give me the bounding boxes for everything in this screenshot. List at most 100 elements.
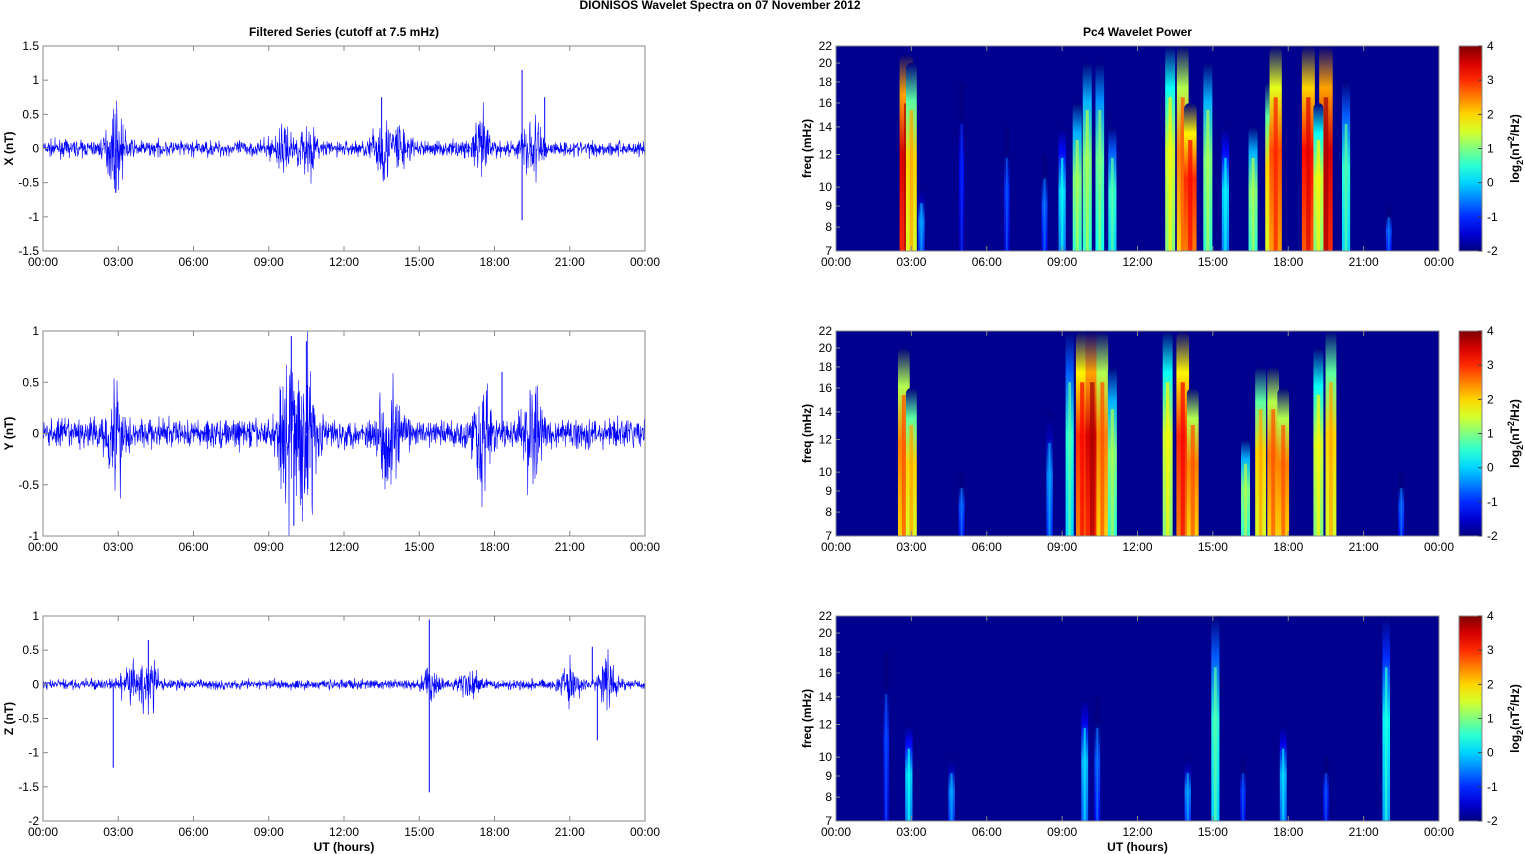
heatmap-core	[1242, 773, 1244, 821]
colorbar-tick-label: 2	[1487, 677, 1494, 691]
figure-title: DIONISOS Wavelet Spectra on 07 November …	[580, 0, 861, 12]
x-tick-label: 21:00	[1349, 540, 1379, 554]
heatmap-core	[1060, 157, 1064, 251]
x-tick-label: 12:00	[329, 825, 359, 839]
y-axis-label: Y (nT)	[2, 417, 16, 451]
heatmap-area	[836, 331, 1439, 536]
x-tick-label: 15:00	[1198, 255, 1228, 269]
y-tick-label: -0.5	[18, 712, 39, 726]
colorbar-tick-label: 3	[1487, 643, 1494, 657]
y-tick-label: 0	[32, 142, 39, 156]
colorbar-tick-label: -1	[1487, 780, 1498, 794]
y-tick-label: -1	[28, 746, 39, 760]
x-tick-label: 12:00	[329, 255, 359, 269]
x-tick-label: 18:00	[1273, 540, 1303, 554]
heatmap-area	[836, 46, 1439, 251]
heatmap-core	[1005, 157, 1008, 251]
x-tick-label: 09:00	[254, 540, 284, 554]
heatmap-core	[1098, 110, 1102, 251]
x-tick-label: 15:00	[404, 255, 434, 269]
x-tick-label: 03:00	[896, 825, 926, 839]
x-tick-label: 06:00	[972, 825, 1002, 839]
colorbar-tick-label: -2	[1487, 814, 1498, 828]
heatmap-core	[1206, 110, 1210, 251]
y-axis-label: freq (mHz)	[800, 689, 814, 748]
y-tick-label: 1	[32, 73, 39, 87]
y-tick-label: 9	[825, 199, 832, 213]
x-tick-label: 06:00	[178, 825, 208, 839]
y-tick-label: -1	[28, 210, 39, 224]
y-tick-label: 1.5	[22, 39, 39, 53]
heatmap-core	[1316, 140, 1321, 251]
x-tick-label: 09:00	[254, 255, 284, 269]
x-tick-label: 06:00	[178, 255, 208, 269]
x-axis-label: UT (hours)	[1107, 840, 1168, 854]
heatmap-core	[1075, 140, 1079, 251]
x-tick-label: 12:00	[1122, 825, 1152, 839]
x-tick-label: 06:00	[178, 540, 208, 554]
y-tick-label: 10	[819, 465, 833, 479]
heatmap-core	[1165, 382, 1170, 536]
plot-area	[43, 616, 645, 821]
heatmap-core	[901, 395, 906, 536]
panel-title: Pc4 Wavelet Power	[1083, 25, 1192, 39]
y-tick-label: -1.5	[18, 244, 39, 258]
x-tick-label: 18:00	[1273, 255, 1303, 269]
heatmap-core	[907, 748, 911, 821]
colorbar-label: log2(nT2/Hz)	[1506, 684, 1525, 753]
x-tick-label: 21:00	[1349, 825, 1379, 839]
colorbar-tick-label: 4	[1487, 324, 1494, 338]
heatmap-core	[1271, 409, 1276, 536]
colorbar-tick-label: -1	[1487, 210, 1498, 224]
y-tick-label: 7	[825, 814, 832, 828]
heatmap-core	[1096, 727, 1099, 821]
x-tick-label: 12:00	[1122, 255, 1152, 269]
x-tick-label: 15:00	[1198, 825, 1228, 839]
y-axis-label: Z (nT)	[2, 702, 16, 735]
heatmap-core	[1083, 727, 1086, 821]
y-tick-label: 16	[819, 666, 833, 680]
x-tick-label: 15:00	[404, 540, 434, 554]
heatmap-core	[1325, 773, 1327, 821]
y-tick-label: 8	[825, 505, 832, 519]
y-tick-label: -1	[28, 529, 39, 543]
y-tick-label: 18	[819, 360, 833, 374]
colorbar-tick-label: 1	[1487, 427, 1494, 441]
x-tick-label: 18:00	[1273, 825, 1303, 839]
y-tick-label: 7	[825, 244, 832, 258]
x-tick-label: 21:00	[555, 255, 585, 269]
heatmap-core	[1258, 409, 1263, 536]
x-tick-label: 03:00	[103, 540, 133, 554]
y-tick-label: 18	[819, 645, 833, 659]
y-tick-label: 14	[819, 405, 833, 419]
y-tick-label: 0.5	[22, 107, 39, 121]
x-tick-label: 00:00	[630, 825, 660, 839]
heatmap-core	[1188, 140, 1193, 251]
y-tick-label: 10	[819, 750, 833, 764]
y-tick-label: -2	[28, 814, 39, 828]
panel-title: Filtered Series (cutoff at 7.5 mHz)	[249, 25, 439, 39]
heatmap-core	[1090, 382, 1095, 536]
x-tick-label: 12:00	[329, 540, 359, 554]
heatmap-core	[1110, 409, 1114, 536]
x-tick-label: 06:00	[972, 255, 1002, 269]
heatmap-cells	[899, 46, 1392, 251]
x-tick-label: 09:00	[1047, 540, 1077, 554]
heatmap-core	[920, 203, 923, 251]
colorbar-tick-label: 4	[1487, 39, 1494, 53]
heatmap-core	[1068, 382, 1072, 536]
y-tick-label: 8	[825, 790, 832, 804]
x-tick-label: 18:00	[479, 825, 509, 839]
y-tick-label: 1	[32, 324, 39, 338]
y-tick-label: 18	[819, 75, 833, 89]
heatmap-cells	[897, 331, 1405, 536]
heatmap-core	[885, 694, 888, 821]
y-tick-label: 14	[819, 690, 833, 704]
x-axis-label: UT (hours)	[314, 840, 375, 854]
y-tick-label: 9	[825, 769, 832, 783]
heatmap-core	[960, 488, 963, 536]
x-tick-label: 21:00	[555, 540, 585, 554]
heatmap-core	[1186, 773, 1189, 821]
colorbar-label: log2(nT2/Hz)	[1506, 114, 1525, 183]
